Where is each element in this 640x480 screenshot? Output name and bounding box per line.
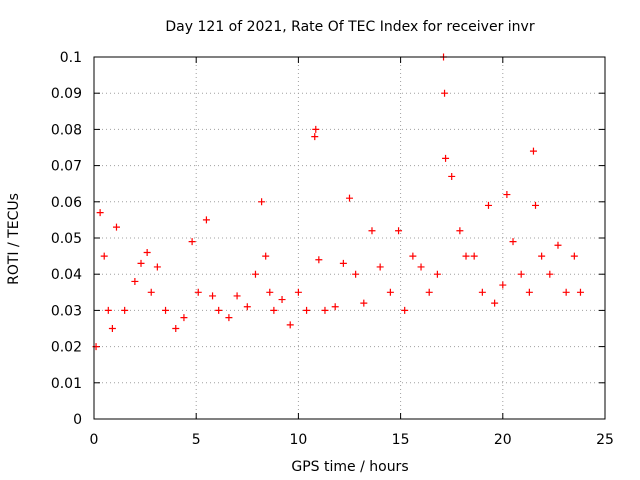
data-point <box>153 263 161 271</box>
x-axis-label: GPS time / hours <box>291 459 408 475</box>
y-axis-label: ROTI / TECUs <box>6 193 22 285</box>
data-point <box>225 314 233 322</box>
y-tick-label: 0.08 <box>51 122 82 138</box>
data-point <box>215 306 223 314</box>
y-tick-label: 0.02 <box>51 340 82 356</box>
data-point <box>331 303 339 311</box>
data-point <box>417 263 425 271</box>
data-point <box>108 325 116 332</box>
data-point <box>188 238 196 246</box>
data-point <box>278 296 286 304</box>
data-point <box>546 270 554 278</box>
data-point <box>409 252 417 260</box>
data-point <box>112 223 120 231</box>
data-point <box>162 306 170 314</box>
data-point <box>262 252 270 260</box>
data-point <box>233 292 241 300</box>
data-point <box>312 125 320 133</box>
data-point <box>346 194 353 202</box>
data-point <box>360 299 368 307</box>
data-point <box>554 241 562 249</box>
data-point <box>517 270 525 278</box>
data-point <box>462 252 470 260</box>
y-tick-label: 0.1 <box>60 50 82 66</box>
data-point <box>311 133 319 141</box>
data-point <box>104 306 112 314</box>
data-point <box>401 306 409 314</box>
data-points <box>92 53 584 351</box>
data-point <box>266 288 274 296</box>
data-point <box>470 252 478 260</box>
data-point <box>339 259 347 267</box>
data-point <box>294 288 302 296</box>
data-point <box>251 270 259 278</box>
data-point <box>499 281 507 289</box>
data-point <box>172 325 180 332</box>
y-tick-label: 0.06 <box>51 195 82 211</box>
data-point <box>538 252 546 260</box>
data-point <box>442 154 450 162</box>
data-point <box>562 288 570 296</box>
plot-frame <box>93 56 606 420</box>
data-point <box>532 201 540 209</box>
data-point <box>376 263 384 271</box>
data-point <box>478 288 486 296</box>
data-point <box>131 277 139 285</box>
y-tick-label: 0 <box>73 412 82 428</box>
data-point <box>315 256 323 264</box>
data-point <box>503 191 511 199</box>
data-point <box>425 288 433 296</box>
data-point <box>441 89 449 97</box>
data-point <box>258 198 266 206</box>
data-point <box>570 252 578 260</box>
data-point <box>433 270 441 278</box>
axis-ticks: 0 0.01 0.02 0.03 0.04 0.05 0.06 0.07 0.08 0.09 0.1… <box>51 50 614 448</box>
data-point <box>180 314 188 322</box>
data-point <box>395 227 403 235</box>
data-point <box>147 288 155 296</box>
x-tick-label: 10 <box>289 432 307 448</box>
y-tick-label: 0.07 <box>51 159 82 175</box>
y-tick-label: 0.01 <box>51 376 82 392</box>
data-point <box>491 299 499 307</box>
data-point <box>484 201 492 209</box>
data-point <box>143 248 151 256</box>
x-tick-label: 5 <box>192 432 201 448</box>
data-point <box>100 252 108 260</box>
y-tick-label: 0.09 <box>51 86 82 102</box>
data-point <box>137 259 145 267</box>
x-tick-label: 25 <box>596 432 614 448</box>
data-point <box>576 288 584 296</box>
data-point <box>209 292 217 300</box>
data-point <box>121 306 129 314</box>
data-point <box>352 270 360 278</box>
data-point <box>529 147 537 155</box>
y-tick-label: 0.05 <box>51 231 82 247</box>
data-point <box>456 227 464 235</box>
data-point <box>448 172 456 180</box>
data-point <box>270 306 278 314</box>
y-tick-label: 0.04 <box>51 267 82 283</box>
data-point <box>303 306 311 314</box>
chart-title: Day 121 of 2021, Rate Of TEC Index for r… <box>165 19 534 35</box>
data-point <box>509 238 517 246</box>
x-tick-label: 15 <box>392 432 410 448</box>
data-point <box>368 227 376 235</box>
data-point <box>321 306 329 314</box>
x-tick-label: 0 <box>90 432 99 448</box>
data-point <box>286 321 294 329</box>
grid-lines <box>94 57 605 419</box>
data-point <box>202 216 210 224</box>
data-point <box>386 288 394 296</box>
data-point <box>96 209 104 217</box>
y-tick-label: 0.03 <box>51 303 82 319</box>
data-point <box>243 303 251 311</box>
data-point <box>525 288 533 296</box>
x-tick-label: 20 <box>494 432 512 448</box>
data-point <box>194 288 202 296</box>
